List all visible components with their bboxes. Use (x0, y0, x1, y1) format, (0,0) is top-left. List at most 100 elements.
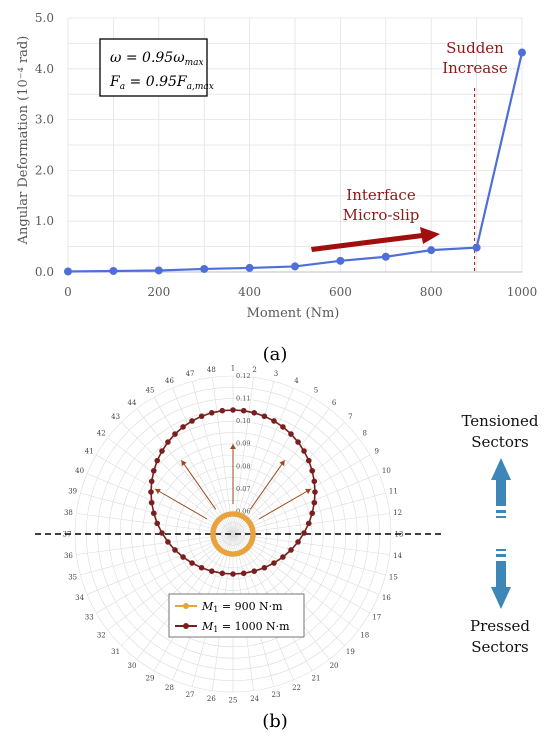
polar-spoke (232, 437, 359, 535)
radial-arrow (154, 488, 208, 520)
pressed-label-2: Sectors (471, 638, 528, 656)
y-axis-label: Angular Deformation (10⁻⁴ rad) (16, 36, 31, 246)
pressed-label-1: Pressed (470, 617, 530, 635)
series-1000-point (219, 407, 226, 414)
polar-grid (74, 375, 392, 693)
polar-spoke (232, 377, 254, 535)
sector-label: 16 (382, 594, 391, 602)
series-1000-point (280, 554, 286, 560)
series-1000-point (198, 413, 205, 420)
tension-arrow (491, 458, 511, 518)
series-1000-point (154, 520, 161, 527)
sector-label: 15 (389, 573, 398, 581)
data-point (245, 263, 254, 272)
polar-spoke (80, 533, 234, 576)
sector-label: 11 (389, 488, 398, 496)
sector-label: 42 (97, 429, 106, 437)
series-1000-point (198, 564, 205, 571)
series-900-point (227, 511, 234, 517)
sudden-increase-label-1: Sudden (446, 39, 504, 57)
sector-label: 41 (85, 448, 94, 456)
data-point (427, 246, 436, 255)
sector-label: 2 (252, 366, 256, 374)
series-1000-point (180, 554, 186, 560)
microslip-arrow (311, 227, 440, 252)
radial-tick-label: 0.10 (236, 417, 250, 425)
y-tick-label: 3.0 (35, 113, 54, 127)
data-point (109, 266, 118, 275)
sector-label: 9 (375, 448, 379, 456)
grid (67, 17, 523, 273)
condition-box: ω = 0.95ωmax Fa = 0.95Fa,max (99, 38, 214, 97)
polar-spoke (86, 473, 234, 535)
series-1000-point (312, 489, 318, 495)
x-tick-label: 0 (64, 285, 72, 299)
sector-label: 43 (111, 413, 120, 421)
radial-arrow-head (155, 488, 161, 495)
sector-label: 32 (97, 632, 106, 640)
series-1000-point (159, 530, 165, 536)
sector-label: 8 (362, 429, 366, 437)
series-1000-point (301, 530, 307, 536)
radial-arrow-head (181, 460, 187, 467)
sector-label: 14 (393, 552, 402, 560)
legend-entry-1000: M1 = 1000 N·m (201, 620, 290, 634)
series-1000-point (305, 520, 312, 527)
series-1000-point (309, 510, 316, 517)
sector-label: 12 (393, 509, 402, 517)
series-1000-point (305, 457, 312, 464)
y-tick-label: 5.0 (35, 11, 54, 25)
sector-label: 35 (68, 573, 77, 581)
sector-label: 34 (75, 594, 84, 602)
line-chart-panel: 0 200 400 600 800 1000 0.0 1.0 2.0 3.0 4.0 5.0 Mome… (16, 11, 537, 365)
sector-label: 10 (382, 467, 391, 475)
sector-label: 17 (372, 614, 381, 622)
radial-tick-label: 0.09 (236, 440, 250, 448)
sector-label: 24 (250, 695, 259, 703)
panel-a-label: (a) (263, 344, 288, 365)
condition-omega: ω = 0.95ωmax (110, 50, 204, 68)
sector-label: 36 (64, 552, 73, 560)
series-1000-point (148, 489, 154, 495)
polar-spoke (107, 437, 234, 535)
series-1000-point (240, 570, 247, 577)
series-1000-point (208, 409, 215, 416)
x-tick-label: 600 (329, 285, 352, 299)
x-tick-label: 400 (238, 285, 261, 299)
series-1000-point (154, 457, 161, 464)
microslip-label-1: Interface (346, 186, 416, 204)
series-1000-point (219, 570, 226, 577)
series-1000-point (240, 407, 247, 414)
polar-spoke (96, 533, 234, 614)
sector-label: 39 (68, 488, 77, 496)
radial-arrow-head (279, 460, 285, 467)
y-tick-label: 4.0 (35, 62, 54, 76)
sector-label: 33 (85, 614, 94, 622)
series-1000-point (295, 539, 301, 545)
data-point (291, 262, 299, 271)
sector-label: 48 (207, 366, 216, 374)
sector-label: 28 (165, 684, 174, 692)
sector-label: 3 (274, 370, 278, 378)
legend-entry-900: M1 = 900 N·m (201, 600, 283, 614)
series-1000-point (301, 448, 307, 454)
series-1000-point (288, 431, 294, 437)
polar-spoke (191, 381, 234, 535)
sector-label: 30 (127, 662, 136, 670)
polar-spoke (232, 533, 390, 555)
data-point (518, 48, 526, 57)
x-tick-label: 800 (420, 285, 443, 299)
data-point (472, 243, 481, 252)
polar-spoke (212, 377, 234, 535)
sector-label: 40 (75, 467, 84, 475)
sector-label: 7 (348, 413, 352, 421)
polar-chart-panel: 1234567891011121314151617181920212223242… (35, 365, 539, 732)
polar-spoke (232, 533, 380, 595)
sector-label: 45 (146, 387, 155, 395)
polar-series (148, 407, 318, 577)
sector-label: 20 (330, 662, 339, 670)
polar-spoke (232, 533, 345, 646)
sudden-increase-label-2: Increase (442, 59, 508, 77)
data-point (64, 267, 72, 276)
